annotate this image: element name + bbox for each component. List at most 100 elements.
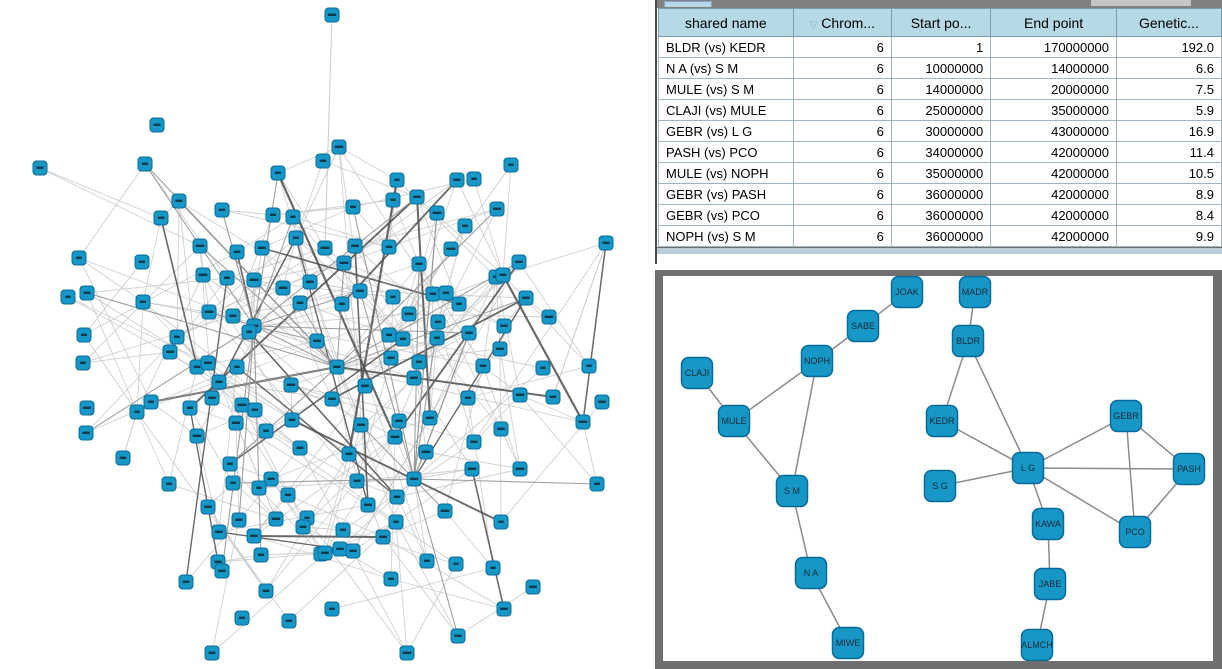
network-node[interactable] xyxy=(334,296,350,312)
network-node[interactable] xyxy=(79,400,95,416)
network-node[interactable] xyxy=(143,394,159,410)
network-node[interactable] xyxy=(331,139,347,155)
network-node[interactable] xyxy=(443,241,459,257)
network-node[interactable] xyxy=(422,410,438,426)
network-node[interactable] xyxy=(214,202,230,218)
node-shape[interactable] xyxy=(1033,567,1067,601)
network-node[interactable] xyxy=(211,524,227,540)
network-node[interactable] xyxy=(345,199,361,215)
network-node[interactable] xyxy=(385,192,401,208)
network-node[interactable] xyxy=(383,571,399,587)
table-row[interactable]: NOPH (vs) S M 6 36000000 42000000 9.9 xyxy=(658,225,1222,247)
network-node[interactable] xyxy=(430,314,446,330)
network-node[interactable] xyxy=(589,476,605,492)
network-node[interactable] xyxy=(406,370,422,386)
network-node-ALMCH[interactable]: ALMCH xyxy=(1020,628,1054,661)
network-node[interactable] xyxy=(493,421,509,437)
network-node[interactable] xyxy=(225,475,241,491)
node-shape[interactable] xyxy=(846,309,880,343)
network-node[interactable] xyxy=(391,413,407,429)
network-node-JOAK[interactable]: JOAK xyxy=(890,276,924,309)
network-node[interactable] xyxy=(511,254,527,270)
network-node-KEDR[interactable]: KEDR xyxy=(925,404,959,438)
network-node-MADR[interactable]: MADR xyxy=(958,276,992,309)
network-node[interactable] xyxy=(409,189,425,205)
network-node[interactable] xyxy=(75,355,91,371)
network-node[interactable] xyxy=(385,289,401,305)
network-node[interactable] xyxy=(493,514,509,530)
network-node[interactable] xyxy=(60,289,76,305)
network-node[interactable] xyxy=(234,610,250,626)
toolbar-tab-fragment[interactable] xyxy=(664,1,712,7)
network-node[interactable] xyxy=(324,7,340,23)
network-node[interactable] xyxy=(575,414,591,430)
network-node-S-G[interactable]: S G xyxy=(923,469,957,503)
network-node[interactable] xyxy=(332,541,348,557)
network-node[interactable] xyxy=(317,545,333,561)
network-node[interactable] xyxy=(395,331,411,347)
small-network-canvas[interactable]: JOAK MADR SABE BLDR NOPH CLAJI MULE KEDR GEBR L G… xyxy=(663,276,1213,661)
network-node-PCO[interactable]: PCO xyxy=(1118,515,1152,549)
network-node[interactable] xyxy=(496,318,512,334)
network-node-NOPH[interactable]: NOPH xyxy=(800,344,834,378)
network-node[interactable] xyxy=(429,205,445,221)
network-node[interactable] xyxy=(149,117,165,133)
node-shape[interactable] xyxy=(1020,628,1054,661)
node-shape[interactable] xyxy=(1011,451,1045,485)
network-node[interactable] xyxy=(78,425,94,441)
network-node[interactable] xyxy=(137,156,153,172)
network-node[interactable] xyxy=(324,391,340,407)
network-node[interactable] xyxy=(204,390,220,406)
network-node[interactable] xyxy=(315,153,331,169)
network-node[interactable] xyxy=(292,440,308,456)
network-node[interactable] xyxy=(349,473,365,489)
column-header-shared-name[interactable]: shared name xyxy=(658,8,794,37)
node-shape[interactable] xyxy=(831,626,865,660)
network-node[interactable] xyxy=(32,160,48,176)
table-row[interactable]: N A (vs) S M 6 10000000 14000000 6.6 xyxy=(658,57,1222,79)
node-shape[interactable] xyxy=(1031,507,1065,541)
column-header-genetic-[interactable]: Genetic... xyxy=(1115,8,1222,37)
network-node[interactable] xyxy=(254,240,270,256)
network-node[interactable] xyxy=(383,350,399,366)
network-node[interactable] xyxy=(225,308,241,324)
table-row[interactable]: GEBR (vs) PCO 6 36000000 42000000 8.4 xyxy=(658,204,1222,226)
network-node[interactable] xyxy=(381,327,397,343)
network-node[interactable] xyxy=(581,358,597,374)
network-node[interactable] xyxy=(464,461,480,477)
node-shape[interactable] xyxy=(890,276,924,309)
network-node[interactable] xyxy=(449,172,465,188)
network-node[interactable] xyxy=(285,209,301,225)
network-node[interactable] xyxy=(438,285,454,301)
network-node[interactable] xyxy=(219,270,235,286)
network-node-MULE[interactable]: MULE xyxy=(717,404,751,438)
network-node[interactable] xyxy=(512,387,528,403)
network-node[interactable] xyxy=(71,250,87,266)
network-node[interactable] xyxy=(541,309,557,325)
network-node[interactable] xyxy=(485,560,501,576)
network-node[interactable] xyxy=(268,511,284,527)
network-node[interactable] xyxy=(76,327,92,343)
node-shape[interactable] xyxy=(680,356,714,390)
network-node[interactable] xyxy=(253,547,269,563)
node-shape[interactable] xyxy=(923,469,957,503)
node-shape[interactable] xyxy=(800,344,834,378)
node-shape[interactable] xyxy=(775,474,809,508)
network-node[interactable] xyxy=(195,267,211,283)
table-row[interactable]: PASH (vs) PCO 6 34000000 42000000 11.4 xyxy=(658,141,1222,163)
network-node[interactable] xyxy=(162,344,178,360)
network-node[interactable] xyxy=(214,563,230,579)
node-shape[interactable] xyxy=(717,404,751,438)
network-node[interactable] xyxy=(211,374,227,390)
network-node[interactable] xyxy=(265,207,281,223)
network-node[interactable] xyxy=(545,389,561,405)
network-node[interactable] xyxy=(189,428,205,444)
network-node[interactable] xyxy=(280,487,296,503)
node-shape[interactable] xyxy=(794,556,828,590)
network-node[interactable] xyxy=(406,471,422,487)
network-node[interactable] xyxy=(525,579,541,595)
network-node[interactable] xyxy=(281,613,297,629)
column-header-end-point[interactable]: End point xyxy=(990,8,1117,37)
network-node[interactable] xyxy=(347,238,363,254)
network-node[interactable] xyxy=(134,254,150,270)
